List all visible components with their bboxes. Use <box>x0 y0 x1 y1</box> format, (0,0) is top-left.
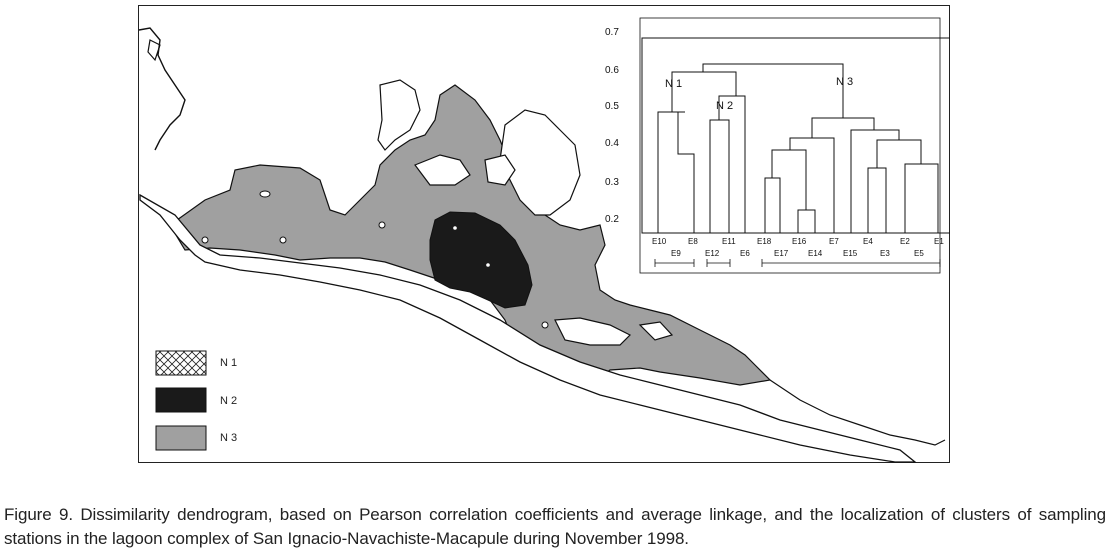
leaf-e12: E12 <box>705 249 720 258</box>
leaf-e17: E17 <box>774 249 789 258</box>
leaf-e15: E15 <box>843 249 858 258</box>
islet-1 <box>259 190 271 198</box>
leaf-e14: E14 <box>808 249 823 258</box>
island-southeast <box>638 321 674 341</box>
leaf-e10: E10 <box>652 237 667 246</box>
figure-frame <box>138 5 950 463</box>
figure-caption: Figure 9. Dissimilarity dendrogram, base… <box>4 505 1106 548</box>
y-tick-04: 0.4 <box>605 138 619 149</box>
islet-4 <box>201 236 209 244</box>
y-tick-05: 0.5 <box>605 101 619 112</box>
cluster-label-n3: N 3 <box>836 76 854 88</box>
leaf-e6: E6 <box>740 249 750 258</box>
leaf-e5: E5 <box>914 249 924 258</box>
lagoon-map <box>138 17 950 463</box>
legend-label-n3: N 3 <box>220 432 238 444</box>
legend-label-n1: N 1 <box>220 357 238 369</box>
cluster-range-bars <box>654 259 941 267</box>
island-northeast <box>499 109 581 216</box>
island-south <box>554 317 632 346</box>
islet-2 <box>279 236 287 244</box>
cluster-label-n2: N 2 <box>716 100 734 112</box>
leaf-e1: E1 <box>934 237 944 246</box>
island-east <box>484 154 516 186</box>
y-tick-06: 0.6 <box>605 65 619 76</box>
legend-swatch-n3 <box>155 425 207 451</box>
islet-5 <box>541 321 549 329</box>
leaf-e2: E2 <box>900 237 910 246</box>
dendrogram-tree <box>657 63 939 233</box>
leaf-e3: E3 <box>880 249 890 258</box>
island-north <box>377 79 421 151</box>
cluster-label-n1: N 1 <box>665 78 683 90</box>
n2-station-1 <box>453 226 457 230</box>
legend-label-n2: N 2 <box>220 395 238 407</box>
leaf-e9: E9 <box>671 249 681 258</box>
coastline-islet <box>147 39 161 62</box>
leaf-e16: E16 <box>792 237 807 246</box>
leaf-e18: E18 <box>757 237 772 246</box>
islet-3 <box>378 221 386 229</box>
barrier-island <box>139 193 917 463</box>
legend-swatch-n1 <box>155 350 207 376</box>
island-central <box>414 154 471 186</box>
leaf-e8: E8 <box>688 237 698 246</box>
n2-region <box>429 211 533 309</box>
leaf-e7: E7 <box>829 237 839 246</box>
y-tick-07: 0.7 <box>605 27 619 38</box>
southeast-coast <box>769 379 946 446</box>
leaf-e11: E11 <box>722 237 736 246</box>
leaf-e4: E4 <box>863 237 873 246</box>
n2-station-2 <box>486 263 490 267</box>
legend-swatch-n2 <box>155 387 207 413</box>
coastline-north <box>138 27 186 151</box>
y-tick-03: 0.3 <box>605 177 619 188</box>
y-tick-02: 0.2 <box>605 214 619 225</box>
